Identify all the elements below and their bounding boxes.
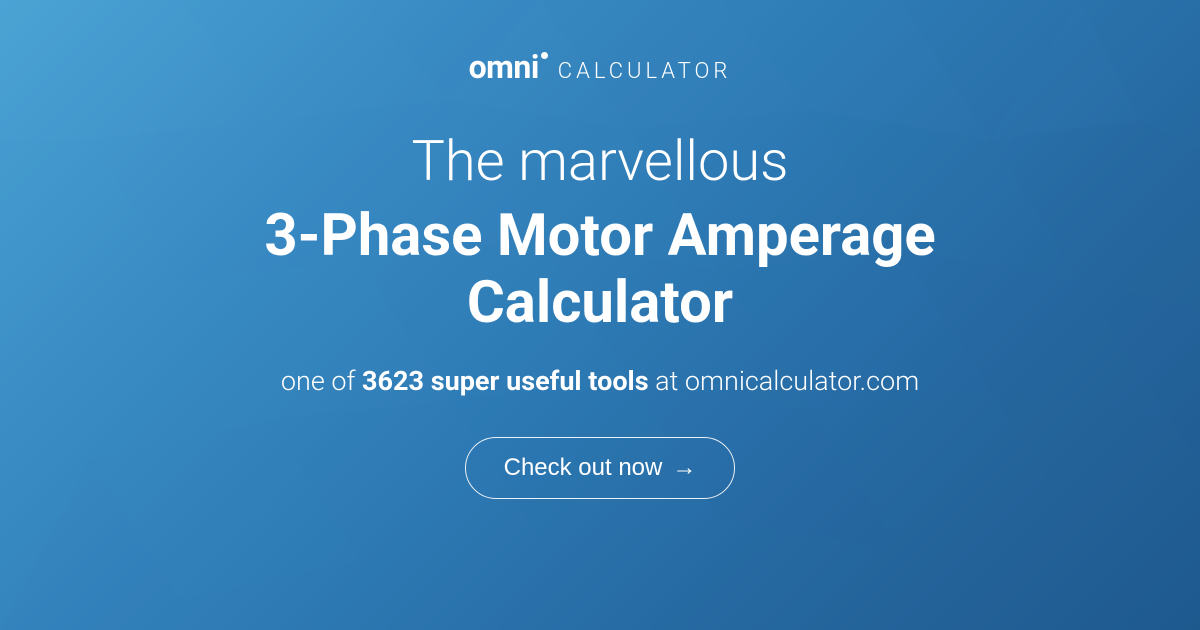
- logo-brand: omni: [469, 48, 548, 86]
- subtitle: one of 3623 super useful tools at omnica…: [281, 365, 919, 397]
- subtitle-prefix: one of: [281, 365, 362, 397]
- logo-brand-text: omni: [469, 48, 539, 86]
- logo-dot-icon: [541, 52, 548, 59]
- subtitle-suffix: at omnicalculator.com: [649, 365, 920, 397]
- page-title: 3-Phase Motor Amperage Calculator: [150, 203, 1050, 336]
- check-out-button[interactable]: Check out now →: [465, 437, 736, 499]
- logo-sub-text: CALCULATOR: [558, 59, 732, 84]
- subtitle-bold: 3623 super useful tools: [362, 365, 649, 397]
- content-container: omni CALCULATOR The marvellous 3-Phase M…: [0, 0, 1200, 630]
- cta-label: Check out now: [504, 454, 663, 482]
- arrow-right-icon: →: [672, 454, 696, 482]
- logo: omni CALCULATOR: [469, 48, 732, 86]
- headline-text: The marvellous: [411, 128, 788, 195]
